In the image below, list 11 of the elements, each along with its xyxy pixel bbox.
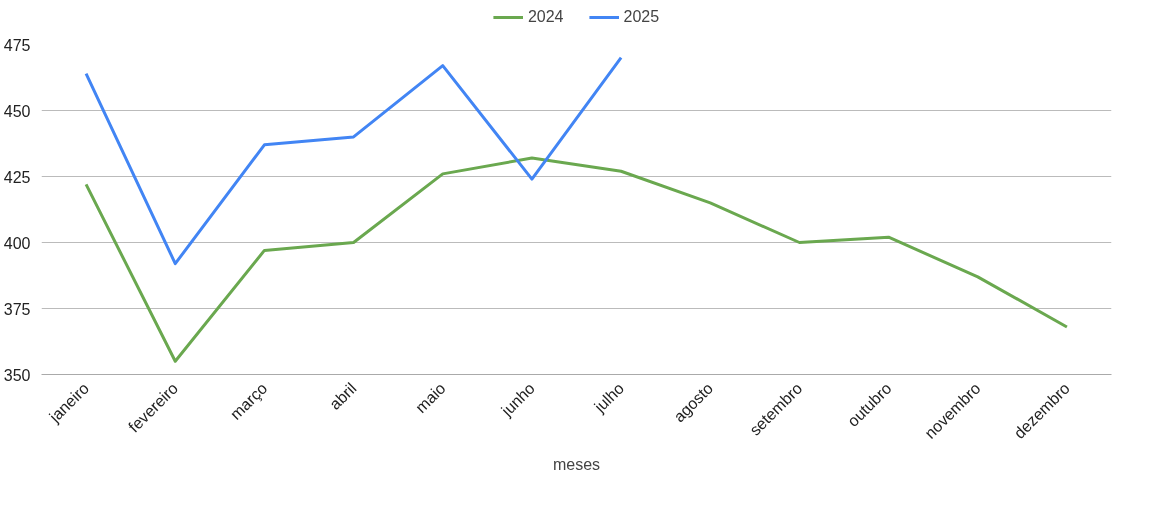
x-axis-title: meses (552, 455, 601, 473)
y-tick-label: 450 (3, 102, 31, 120)
y-tick-label: 375 (3, 300, 31, 318)
legend-label: 2024 (527, 8, 564, 26)
y-tick-label: 475 (3, 36, 31, 54)
legend-label: 2025 (623, 8, 660, 26)
y-tick-label: 350 (3, 366, 31, 384)
line-series (84, 56, 623, 266)
y-tick-label: 425 (3, 168, 31, 186)
y-tick-label: 400 (3, 234, 31, 252)
line-series (84, 156, 1069, 363)
